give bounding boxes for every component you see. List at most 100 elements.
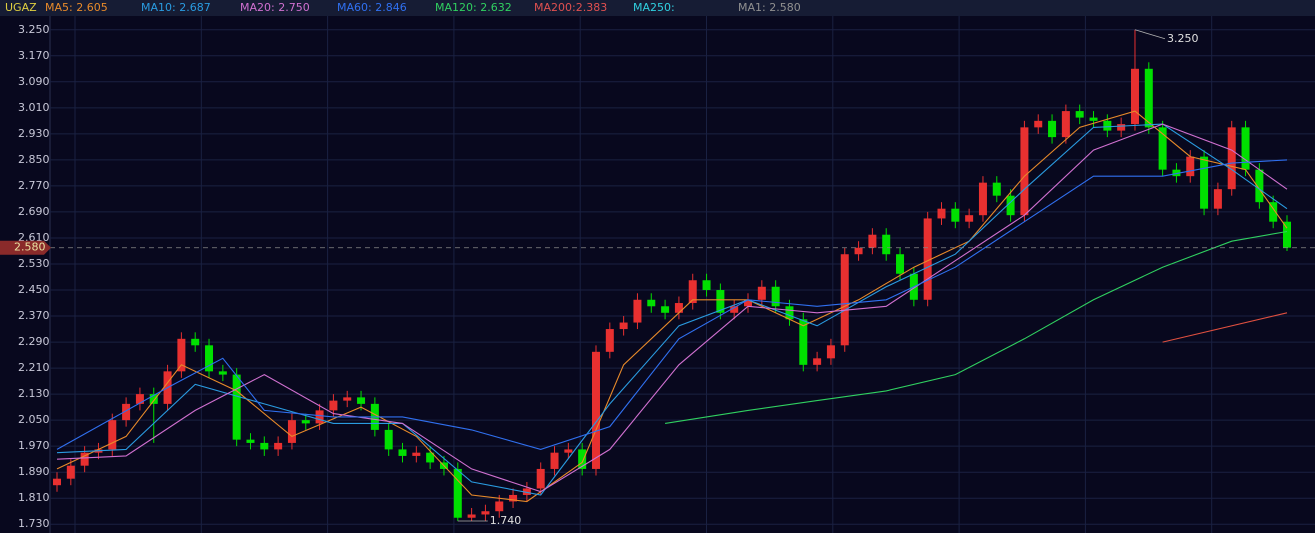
candle-body <box>854 247 863 255</box>
y-tick-label: 1.810 <box>18 491 50 504</box>
y-tick-label: 2.130 <box>18 387 50 400</box>
candle-body <box>619 322 628 330</box>
y-tick-label: 1.970 <box>18 439 50 452</box>
y-tick-label: 2.210 <box>18 361 50 374</box>
candle-body <box>937 208 946 219</box>
candle-body <box>260 442 269 450</box>
indicator-label: MA10: 2.687 <box>141 1 211 14</box>
ma-line <box>56 159 1288 450</box>
candle-body <box>550 452 559 469</box>
y-tick-label: 2.770 <box>18 179 50 192</box>
y-tick-label: 3.170 <box>18 49 50 62</box>
y-tick-label: 1.730 <box>18 517 50 530</box>
candle-body <box>1020 127 1029 216</box>
y-tick-label: 1.890 <box>18 465 50 478</box>
candle-body <box>591 351 600 469</box>
candle-body <box>647 299 656 307</box>
annotation: 1.740 <box>490 514 521 527</box>
candle-body <box>992 182 1001 196</box>
indicator-label: MA250: <box>633 1 675 14</box>
candle-body <box>799 319 808 365</box>
candle-body <box>716 290 725 313</box>
candle-body <box>951 208 960 222</box>
candle-body <box>246 439 255 443</box>
candle-body <box>509 494 518 502</box>
symbol: UGAZ <box>5 1 37 14</box>
candle-body <box>826 345 835 359</box>
candle-body <box>357 397 366 404</box>
candle-body <box>1269 202 1278 222</box>
candle-body <box>1283 221 1291 248</box>
candle-body <box>1255 169 1264 203</box>
candle-body <box>1213 189 1222 209</box>
indicator-label: MA20: 2.750 <box>240 1 310 14</box>
candle-body <box>840 254 849 346</box>
y-tick-label: 2.610 <box>18 231 50 244</box>
y-tick-label: 3.010 <box>18 101 50 114</box>
candle-body <box>1241 127 1250 170</box>
candle-body <box>771 286 780 307</box>
candle-body <box>1089 117 1098 121</box>
last-price-label: 2.580 <box>14 241 46 254</box>
candle-body <box>177 338 186 372</box>
candle-body <box>730 306 739 313</box>
candle-body <box>1158 127 1167 170</box>
candle-body <box>882 234 891 255</box>
ma-line <box>56 110 1288 503</box>
candle-body <box>1186 156 1195 177</box>
annotation-leader <box>1134 29 1166 40</box>
candle-body <box>868 234 877 248</box>
candle-body <box>1144 68 1153 128</box>
annotation: 3.250 <box>1167 32 1199 45</box>
candle-body <box>564 449 573 453</box>
candle-body <box>1006 195 1015 216</box>
candle-body <box>329 400 338 411</box>
candle-body <box>343 397 352 401</box>
y-tick-label: 2.930 <box>18 127 50 140</box>
candle-body <box>1075 111 1084 118</box>
candle-body <box>453 468 462 518</box>
candle-body <box>315 410 324 424</box>
indicator-label: MA5: 2.605 <box>45 1 108 14</box>
candle-body <box>80 452 89 466</box>
indicator-label: MA60: 2.846 <box>337 1 407 14</box>
candle-body <box>218 371 227 375</box>
candle-body <box>191 338 200 346</box>
candle-body <box>785 306 794 320</box>
y-tick-label: 2.450 <box>18 283 50 296</box>
candle-body <box>923 218 932 300</box>
candle-body <box>412 452 421 456</box>
ma-line <box>56 123 1288 493</box>
candle-body <box>1172 169 1181 177</box>
candle-body <box>274 442 283 450</box>
candle-body <box>744 299 753 307</box>
candle-body <box>674 303 683 313</box>
indicator-label: MA1: 2.580 <box>738 1 801 14</box>
candle-body <box>633 299 642 323</box>
y-tick-label: 3.250 <box>18 23 50 36</box>
y-tick-label: 2.050 <box>18 413 50 426</box>
y-tick-label: 2.850 <box>18 153 50 166</box>
candle-body <box>53 478 61 486</box>
candle-body <box>1048 120 1057 138</box>
y-tick-label: 2.530 <box>18 257 50 270</box>
candle-body <box>467 514 476 518</box>
candle-body <box>149 394 158 404</box>
candle-body <box>813 358 822 365</box>
candle-body <box>605 329 614 352</box>
candle-body <box>522 488 531 495</box>
candle-body <box>1061 111 1070 138</box>
candle-body <box>481 511 490 515</box>
header-bar <box>0 0 1315 16</box>
candle-body <box>205 345 214 372</box>
candle-body <box>1227 127 1236 190</box>
candle-body <box>965 215 974 222</box>
ma-line <box>1162 312 1288 343</box>
candle-body <box>757 286 766 300</box>
y-tick-label: 2.690 <box>18 205 50 218</box>
ma-line <box>665 230 1288 424</box>
y-tick-label: 3.090 <box>18 75 50 88</box>
candle-body <box>661 306 670 313</box>
candle-body <box>978 182 987 216</box>
